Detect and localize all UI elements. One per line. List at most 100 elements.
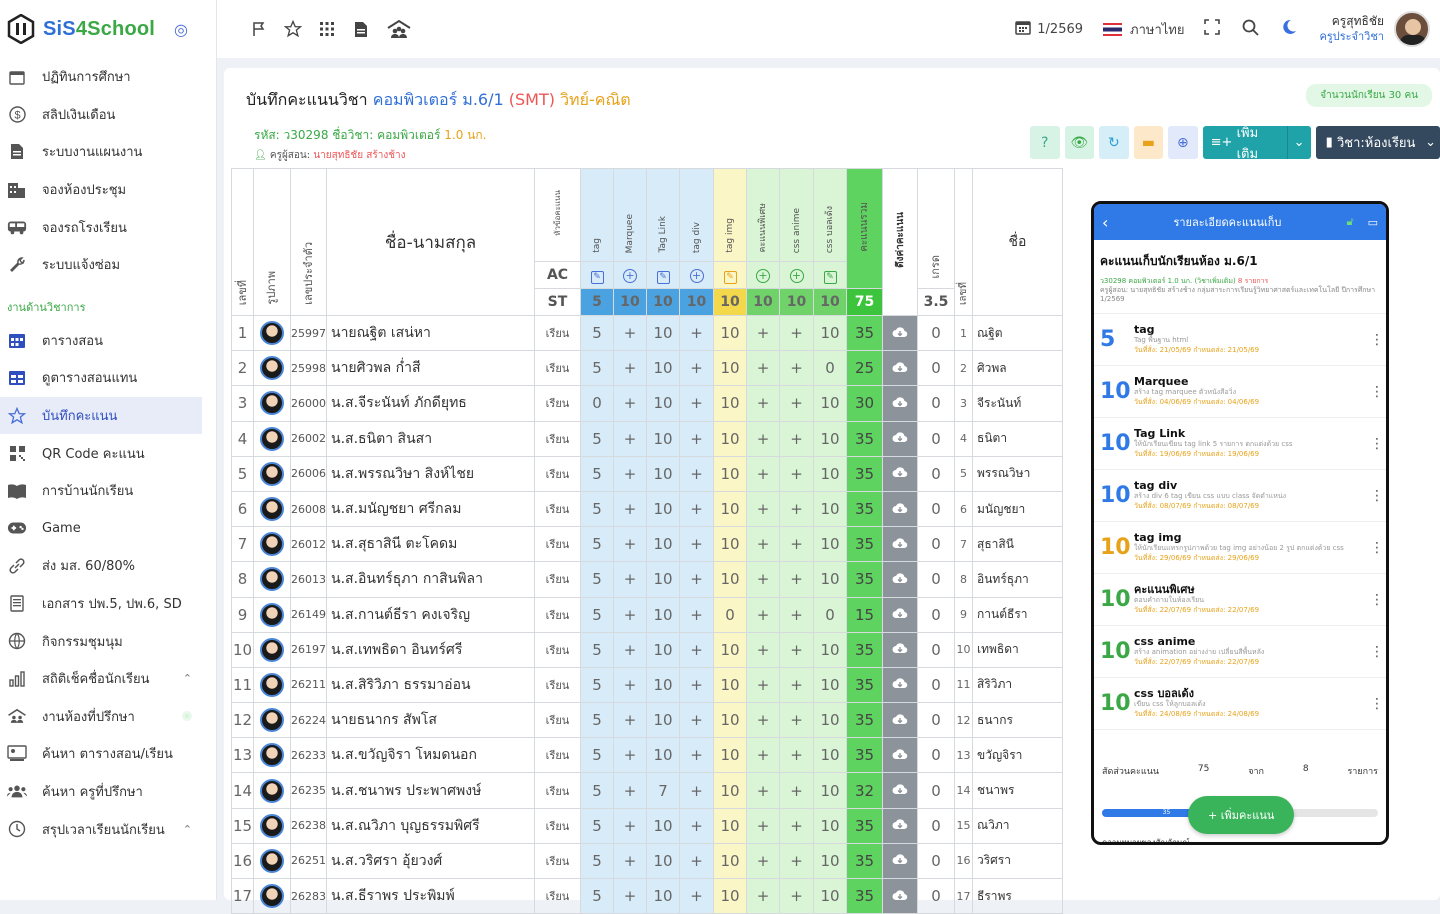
- student-name[interactable]: น.ส.ธนิตา สินสา: [326, 420, 535, 457]
- fullscreen-icon[interactable]: [1204, 19, 1221, 39]
- add-score-button[interactable]: + เพิ่มคะแนน: [1188, 796, 1295, 834]
- sidebar-item-top-5[interactable]: ระบบแจ้งซ่อม: [0, 246, 216, 284]
- score-cell[interactable]: 10: [813, 702, 847, 739]
- score-cell[interactable]: 5: [580, 490, 614, 528]
- score-cell[interactable]: +: [779, 842, 814, 880]
- score-cell[interactable]: 5: [580, 702, 614, 739]
- score-cell[interactable]: +: [746, 596, 780, 633]
- add-circle-column-3-icon[interactable]: +: [679, 261, 714, 289]
- chat-icon[interactable]: ▭: [1367, 215, 1378, 229]
- sidebar-item-acad-12[interactable]: ค้นหา ครูที่ปรึกษา: [0, 773, 216, 811]
- score-cell[interactable]: +: [679, 737, 714, 774]
- score-cell[interactable]: 10: [646, 877, 680, 914]
- document-icon[interactable]: [351, 19, 371, 39]
- score-cell[interactable]: +: [746, 455, 780, 492]
- score-cell[interactable]: 0: [713, 596, 747, 633]
- kebab-menu-icon[interactable]: ⋮: [1370, 383, 1384, 400]
- score-cell[interactable]: +: [679, 631, 714, 668]
- student-name[interactable]: น.ส.ชนาพร ประพาศพงษ์: [326, 772, 535, 809]
- score-cell[interactable]: +: [779, 737, 814, 774]
- student-name[interactable]: นายศิวพล ก่ำสี: [326, 350, 535, 387]
- apps-grid-icon[interactable]: [317, 19, 337, 39]
- score-cell[interactable]: 5: [580, 420, 614, 457]
- score-cell[interactable]: +: [613, 314, 647, 352]
- score-cell[interactable]: 10: [813, 842, 847, 880]
- flag-icon[interactable]: [249, 19, 269, 39]
- score-cell[interactable]: +: [746, 526, 780, 563]
- score-cell[interactable]: 10: [713, 807, 747, 844]
- user-info[interactable]: ครูสุทธิชัย ครูประจำวิชา: [1319, 14, 1384, 44]
- score-cell[interactable]: 10: [713, 877, 747, 914]
- cloud-download-icon[interactable]: [882, 772, 918, 809]
- score-cell[interactable]: +: [679, 420, 714, 457]
- score-item[interactable]: 5 tag Tag พื้นฐาน html วันที่สั่ง: 21/05/69…: [1094, 314, 1386, 366]
- header-column-3[interactable]: tag div: [679, 168, 714, 262]
- score-cell[interactable]: +: [679, 666, 714, 704]
- kebab-menu-icon[interactable]: ⋮: [1370, 643, 1384, 660]
- student-name[interactable]: น.ส.สิริวิภา ธรรมาอ่อน: [326, 666, 535, 704]
- score-cell[interactable]: 10: [646, 350, 680, 387]
- score-cell[interactable]: 10: [713, 455, 747, 492]
- score-cell[interactable]: +: [746, 490, 780, 528]
- student-name[interactable]: น.ส.วริศรา อุ้ยวงศ์: [326, 842, 535, 880]
- score-cell[interactable]: 10: [813, 455, 847, 492]
- score-cell[interactable]: +: [679, 807, 714, 844]
- score-cell[interactable]: +: [746, 631, 780, 668]
- view-button[interactable]: 👁︎: [1064, 126, 1095, 159]
- student-name[interactable]: น.ส.ณวิภา บุญธรรมพิศรี: [326, 807, 535, 844]
- score-cell[interactable]: +: [779, 877, 814, 914]
- score-cell[interactable]: 10: [646, 455, 680, 492]
- score-cell[interactable]: +: [679, 490, 714, 528]
- score-cell[interactable]: +: [679, 350, 714, 387]
- score-cell[interactable]: +: [746, 702, 780, 739]
- score-cell[interactable]: 10: [813, 737, 847, 774]
- sidebar-item-top-4[interactable]: จองรถโรงเรียน: [0, 208, 216, 246]
- score-cell[interactable]: 10: [646, 666, 680, 704]
- kebab-menu-icon[interactable]: ⋮: [1370, 435, 1384, 452]
- cloud-download-icon[interactable]: [882, 666, 918, 704]
- score-cell[interactable]: +: [746, 666, 780, 704]
- edit-column-2-icon[interactable]: ✎: [646, 261, 680, 289]
- add-circle-button[interactable]: ⊕: [1168, 126, 1198, 159]
- kebab-menu-icon[interactable]: ⋮: [1370, 539, 1384, 556]
- score-cell[interactable]: 10: [646, 420, 680, 457]
- cloud-download-icon[interactable]: [882, 737, 918, 774]
- student-name[interactable]: น.ส.ขวัญจิรา โหมดนอก: [326, 737, 535, 774]
- score-cell[interactable]: +: [679, 877, 714, 914]
- score-cell[interactable]: +: [613, 702, 647, 739]
- score-cell[interactable]: 10: [813, 420, 847, 457]
- score-item[interactable]: 10 คะแนนพิเศษ ตอบคำถามในห้องเรียน วันที่สั่…: [1094, 574, 1386, 626]
- score-cell[interactable]: 10: [646, 807, 680, 844]
- score-cell[interactable]: 10: [713, 702, 747, 739]
- score-cell[interactable]: 0: [813, 350, 847, 387]
- score-cell[interactable]: 5: [580, 877, 614, 914]
- cloud-download-icon[interactable]: [882, 314, 918, 352]
- student-name[interactable]: น.ส.มนัญชยา ศรีกลม: [326, 490, 535, 528]
- add-circle-column-5-icon[interactable]: +: [746, 261, 780, 289]
- score-cell[interactable]: 5: [580, 596, 614, 633]
- score-cell[interactable]: 10: [646, 596, 680, 633]
- sidebar-item-acad-2[interactable]: บันทึกคะแนน: [0, 396, 202, 435]
- language-selector[interactable]: ภาษาไทย: [1130, 22, 1185, 38]
- dark-mode-icon[interactable]: [1281, 19, 1297, 39]
- score-item[interactable]: 10 tag div สร้าง div 6 tag เขียน css แบบ c…: [1094, 470, 1386, 522]
- score-cell[interactable]: 10: [713, 526, 747, 563]
- score-cell[interactable]: +: [679, 526, 714, 563]
- subject-room-button[interactable]: ▮ วิชา:ห้องเรียน ⌄: [1315, 126, 1440, 159]
- score-cell[interactable]: +: [746, 737, 780, 774]
- cloud-download-icon[interactable]: [882, 455, 918, 492]
- score-cell[interactable]: +: [779, 455, 814, 492]
- header-column-2[interactable]: Tag Link: [646, 168, 680, 262]
- score-cell[interactable]: 10: [646, 490, 680, 528]
- chevron-up-icon[interactable]: ⌃: [182, 672, 192, 686]
- score-cell[interactable]: 10: [813, 772, 847, 809]
- cloud-download-icon[interactable]: [882, 385, 918, 422]
- score-cell[interactable]: 10: [713, 842, 747, 880]
- score-cell[interactable]: 10: [646, 385, 680, 422]
- score-item[interactable]: 10 Tag Link ให้นักเรียนเขียน tag link 5 รา…: [1094, 418, 1386, 470]
- target-icon[interactable]: ◎: [174, 19, 189, 39]
- sidebar-item-top-0[interactable]: ปฏิทินการศึกษา: [0, 58, 216, 96]
- score-cell[interactable]: +: [779, 490, 814, 528]
- header-column-5[interactable]: คะแนนพิเศษ: [746, 168, 780, 262]
- chevron-up-icon[interactable]: ⌃: [182, 822, 192, 836]
